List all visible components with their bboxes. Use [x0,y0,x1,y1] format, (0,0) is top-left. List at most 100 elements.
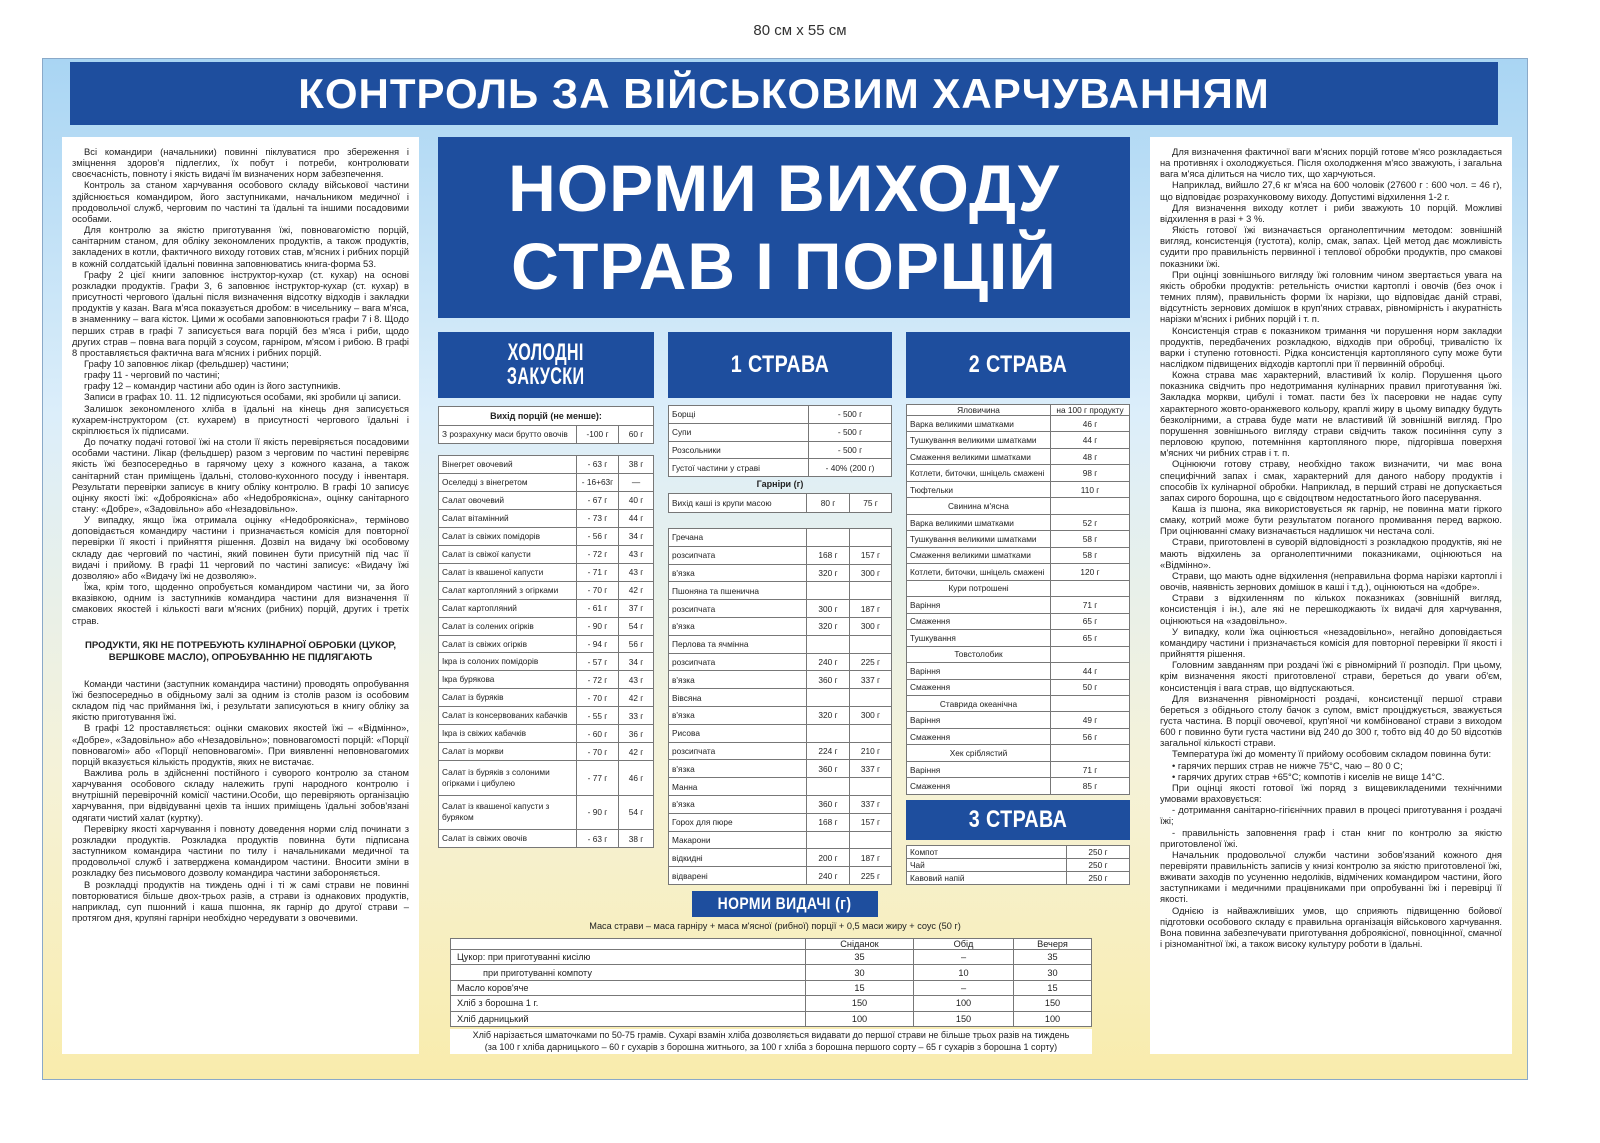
row-yield: 56 г [1050,727,1130,746]
bread-note-line2: (за 100 г хліба дарницького – 60 г сухар… [484,1041,1058,1052]
cold-snack-row-cell: Салат із свіжих помідорів [438,526,577,546]
norms-row-cell: 10 [913,964,1014,981]
paragraph: Для визначення фактичної ваги м'ясних по… [1160,146,1502,180]
paragraph: Всі командири (начальники) повинні піклу… [72,146,409,180]
row-label: Тушкування великими шматками [906,530,1051,548]
norms-row-cell: 100 [1013,1010,1092,1028]
norms-row-cell: при приготуванні компоту [450,964,806,981]
cold-caption: Вихід порцій (не менше): [438,406,654,426]
second-course-header: 2 СТРАВА [906,332,1130,398]
cold-snack-row-cell: - 90 г [576,616,619,636]
cold-base-label: З розрахунку маси брутто овочів [438,424,577,444]
garnish-table: Гречана розсипчата 168 г 157 г в'язка 320 г 30… [668,528,892,885]
garnish-row: відварені 240 г 225 г [668,866,892,885]
cooking-method-row: Смаження 56 г [906,727,1130,746]
per-100g-header: на 100 г продукту [1050,404,1130,416]
garnish-row-cell: 240 г [806,866,850,885]
cold-snack-row: Салат із буряків - 70 г 42 г [438,688,654,708]
garnish-row-cell: 168 г [806,545,850,565]
garnish-row-cell: 300 г [849,616,892,636]
row-yield [1050,645,1130,664]
garnish-row-cell: 225 г [849,652,892,672]
cooking-method-row: Котлети, биточки, шніцель смажені 120 г [906,563,1130,581]
paragraph: Перевірку якості харчування і повноту до… [72,822,409,879]
norms-row-cell: 150 [913,1010,1014,1028]
paragraph: Наприклад, вийшло 27,6 кг м'яса на 600 ч… [1160,179,1502,202]
garnish-row-cell: 157 г [849,545,892,565]
cold-title-line2: ЗАКУСКИ [507,363,585,390]
cold-snack-row-cell: - 94 г [576,634,619,654]
paragraph: Для визначення виходу котлет і риби зваж… [1160,201,1502,224]
paragraph: Графу 10 заповнює лікар (фельдшер) части… [84,357,289,369]
garnish-row-cell: Гречана [668,528,807,547]
cold-snack-row-cell: Салат картопляний з огірками [438,580,577,600]
cold-snack-row-cell: - 72 г [576,544,619,564]
cooking-method-row: Смаження 50 г [906,678,1130,696]
paragraph: Кожна страва має характерний, властивий … [1160,369,1502,459]
paragraph: В розкладці продуктів на тиждень одні і … [72,878,409,923]
cold-snacks-table: Вінегрет овочевий - 63 г 38 г Оселедці з ві… [438,455,654,848]
row-yield: 46 г [1050,414,1130,433]
row-label: Тюфтельки [906,480,1051,499]
garnish-row-cell: 210 г [849,741,892,761]
garnish-row-cell: 337 г [849,670,892,690]
row-yield: 110 г [1050,480,1130,499]
garnish-row-cell [849,581,892,601]
garnish-row: Манна [668,777,892,796]
garnish-row-cell [806,634,850,654]
garnish-row-cell: Перлова та ячмінна [668,634,807,654]
cold-snack-row-cell: 42 г [618,742,654,762]
paragraph: Консистенція страв є показником тримання… [1160,324,1502,369]
row-label: Тушкування великими шматками [906,431,1051,449]
row-yield: 44 г [1050,431,1130,449]
cold-snack-row-cell: - 73 г [576,508,619,528]
header-title: КОНТРОЛЬ ЗА ВІЙСЬКОВИМ ХАРЧУВАННЯМ [70,62,1498,125]
cold-snack-row-cell: Ікра із солоних помідорів [438,652,577,672]
cooking-method-row: Смаження великими шматками 48 г [906,447,1130,466]
cold-snack-row: Салат картопляний з огірками - 70 г 42 г [438,580,654,600]
cold-snack-row-cell: Салат із буряків [438,688,577,708]
garnish-base-label: Вихід каші із крупи масою [668,493,807,513]
garnish-row: Гречана [668,528,892,547]
garnish-row: Макарони [668,830,892,850]
row-yield: 48 г [1050,447,1130,466]
paragraph: Температура їжі до моменту її прийому ос… [1172,748,1492,760]
left-paragraphs-top: Всі командири (начальники) повинні піклу… [72,146,409,626]
garnish-row-cell [849,634,892,654]
cold-snack-row-cell: - 72 г [576,670,619,690]
soup-row: Борщі - 500 г [668,405,892,424]
main-title: НОРМИ ВИХОДУ СТРАВ І ПОРЦІЙ [438,137,1130,318]
drink-row-cell: 250 г [1066,845,1130,859]
garnish-row-cell: 337 г [849,759,892,779]
garnish-row-cell: 225 г [849,866,892,885]
cold-snack-row-cell: - 61 г [576,598,619,618]
garnish-row-cell: відварені [668,866,807,885]
norms-row: при приготуванні компоту 30 10 30 [450,964,1092,981]
meat-category-row: Кури потрошені [906,579,1130,598]
paragraph: У випадку, коли їжа оцінюється «незадові… [1160,625,1502,660]
norms-row-cell: – [913,948,1014,966]
cold-base-net: 60 г [618,424,654,444]
first-course-header: 1 СТРАВА [668,332,892,398]
row-label: Кури потрошені [906,579,1051,598]
row-label: Товстолобик [906,645,1051,664]
row-yield: 49 г [1050,711,1130,729]
row-yield: 120 г [1050,563,1130,581]
cold-snack-row-cell: 44 г [618,508,654,528]
row-label: Смаження [906,678,1051,696]
cold-snack-row-cell: 40 г [618,490,654,510]
cooking-method-row: Варіння 44 г [906,662,1130,680]
soup-row-cell: Розсольники [668,440,809,460]
soup-row: Густої частини у страві - 40% (200 г) [668,458,892,477]
row-yield: 50 г [1050,678,1130,696]
paragraph: В графі 12 проставляється: оцінки смаков… [72,722,409,767]
row-label: Смаження [906,727,1051,746]
norms-row: Хліб з борошна 1 г. 150 100 150 [450,995,1092,1012]
norms-row: Масло коров'яче 15–15 [450,979,1092,997]
row-label: Варіння [906,596,1051,614]
soup-row: Супи - 500 г [668,422,892,442]
paragraph: • гарячих других страв +65°C; компотів і… [1172,770,1445,782]
cold-snack-row-cell: 43 г [618,670,654,690]
paragraph: До початку подачі готової їжі на столи ї… [72,436,409,514]
bread-note: Хліб нарізається шматочками по 50-75 гра… [450,1029,1092,1054]
